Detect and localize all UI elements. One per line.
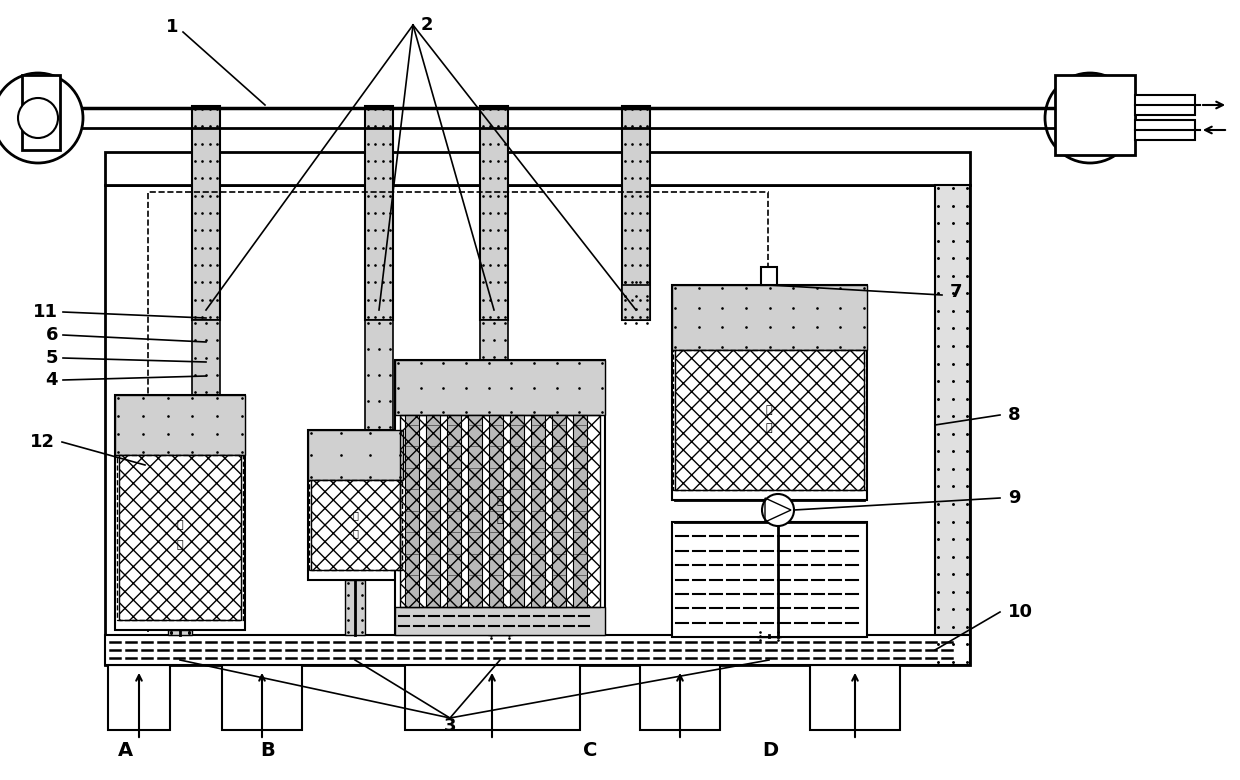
Bar <box>672 285 867 500</box>
Bar <box>675 350 864 490</box>
Bar <box>148 192 768 647</box>
Text: 源: 源 <box>765 423 773 433</box>
Bar <box>1135 95 1195 115</box>
Text: 热: 热 <box>176 520 184 530</box>
Text: 9: 9 <box>1008 489 1021 507</box>
Bar <box>308 430 403 480</box>
Bar <box>405 665 580 730</box>
Text: 源: 源 <box>176 540 184 550</box>
Text: 7: 7 <box>950 283 962 301</box>
Circle shape <box>763 494 794 526</box>
Bar <box>489 415 503 607</box>
Bar <box>672 522 867 637</box>
Bar <box>345 580 365 635</box>
Bar <box>446 415 461 607</box>
Bar <box>427 415 440 607</box>
Circle shape <box>19 98 58 138</box>
Bar <box>622 106 650 320</box>
Bar <box>552 415 565 607</box>
Bar <box>810 665 900 730</box>
Bar <box>1135 120 1195 140</box>
Text: 8: 8 <box>1008 406 1021 424</box>
Bar <box>673 350 866 490</box>
Bar <box>480 106 508 320</box>
Bar <box>396 360 605 635</box>
Bar <box>935 185 970 665</box>
Bar <box>365 320 393 430</box>
Bar <box>622 285 650 320</box>
Bar <box>192 106 219 320</box>
Text: 热: 热 <box>352 510 358 520</box>
Bar <box>480 320 508 360</box>
Bar <box>1055 75 1135 155</box>
Bar <box>365 106 393 320</box>
Bar <box>573 415 587 607</box>
Text: 10: 10 <box>1008 603 1033 621</box>
Bar <box>672 285 867 350</box>
Bar <box>396 607 605 635</box>
Text: 1: 1 <box>165 18 179 36</box>
Bar <box>311 480 401 570</box>
Text: 源: 源 <box>497 514 503 524</box>
Text: C: C <box>583 740 598 760</box>
Text: A: A <box>118 740 133 760</box>
Bar <box>396 360 605 415</box>
Bar <box>105 185 970 665</box>
Bar <box>115 395 246 455</box>
Bar <box>22 75 60 150</box>
Bar <box>405 415 419 607</box>
Text: 12: 12 <box>30 433 55 451</box>
Text: D: D <box>761 740 777 760</box>
Bar <box>105 635 970 665</box>
Text: 2: 2 <box>422 16 434 34</box>
Text: 5: 5 <box>46 349 58 367</box>
Bar <box>756 635 781 637</box>
Bar <box>510 415 525 607</box>
Bar <box>105 152 970 185</box>
Text: 11: 11 <box>33 303 58 321</box>
Bar <box>401 415 600 607</box>
Text: 3: 3 <box>444 717 456 735</box>
Text: B: B <box>260 740 275 760</box>
Bar <box>640 665 720 730</box>
Bar <box>761 267 777 285</box>
Bar <box>117 455 243 620</box>
Bar <box>192 320 219 395</box>
Bar <box>222 665 303 730</box>
Text: 4: 4 <box>46 371 58 389</box>
Bar <box>531 415 546 607</box>
Bar <box>467 415 482 607</box>
Bar <box>115 395 246 630</box>
Text: 源: 源 <box>352 528 358 538</box>
Bar <box>108 665 170 730</box>
Bar <box>309 480 402 570</box>
Bar <box>167 630 192 635</box>
Text: 热: 热 <box>765 405 773 415</box>
Bar <box>308 430 403 580</box>
Circle shape <box>0 73 83 163</box>
Text: 6: 6 <box>46 326 58 344</box>
Circle shape <box>1045 73 1135 163</box>
Text: 热: 热 <box>497 496 503 506</box>
Bar <box>119 455 241 620</box>
